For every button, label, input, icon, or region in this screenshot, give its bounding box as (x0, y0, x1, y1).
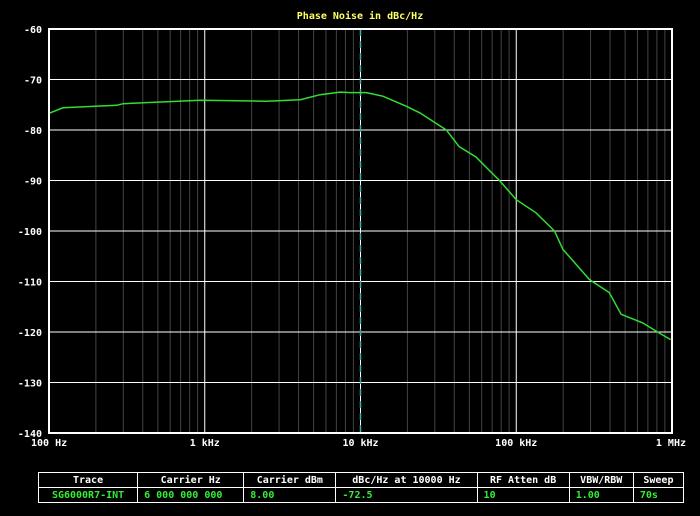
table-header-cell: Trace (37, 472, 139, 488)
y-tick-label: -140 (18, 429, 42, 440)
table-header-cell: Carrier Hz (137, 472, 245, 488)
measurement-table: Trace Carrier Hz Carrier dBm dBc/Hz at 1000… (37, 472, 685, 503)
y-tick-label: -60 (24, 25, 42, 36)
table-cell: 8.00 (243, 487, 337, 503)
series-trace (48, 91, 671, 341)
table-header-cell: VBW/RBW (568, 472, 634, 488)
phase-noise-chart: Phase Noise in dBc/Hz 100 Hz 1 kHz 10 kHz 1… (18, 10, 686, 449)
table-header-cell: Sweep (632, 472, 685, 488)
y-tick-label: -130 (18, 379, 42, 390)
chart-title: Phase Noise in dBc/Hz (297, 10, 423, 22)
table-cell: -72.5 (335, 487, 478, 503)
y-tick-label: -120 (18, 328, 42, 339)
y-tick-label: -80 (24, 126, 42, 137)
x-tick-label: 1 kHz (190, 438, 220, 449)
table-cell: SG6000R7-INT (37, 487, 139, 503)
y-tick-label: -90 (24, 177, 42, 188)
table-header-cell: dBc/Hz at 10000 Hz (335, 472, 478, 488)
x-tick-label: 1 MHz (656, 438, 686, 449)
y-tick-label: -100 (18, 227, 42, 238)
table-header-cell: Carrier dBm (243, 472, 337, 488)
table-cell: 6 000 000 000 (137, 487, 245, 503)
x-tick-label: 100 Hz (31, 438, 67, 449)
table-cell: 1.00 (568, 487, 634, 503)
y-tick-label: -70 (24, 76, 42, 87)
x-tick-label: 100 kHz (495, 438, 537, 449)
table-header-cell: RF Atten dB (476, 472, 570, 488)
y-tick-label: -110 (18, 278, 42, 289)
table-cell: 70s (632, 487, 685, 503)
table-cell: 10 (476, 487, 570, 503)
x-tick-label: 10 kHz (342, 438, 378, 449)
plot-frame (48, 28, 673, 434)
